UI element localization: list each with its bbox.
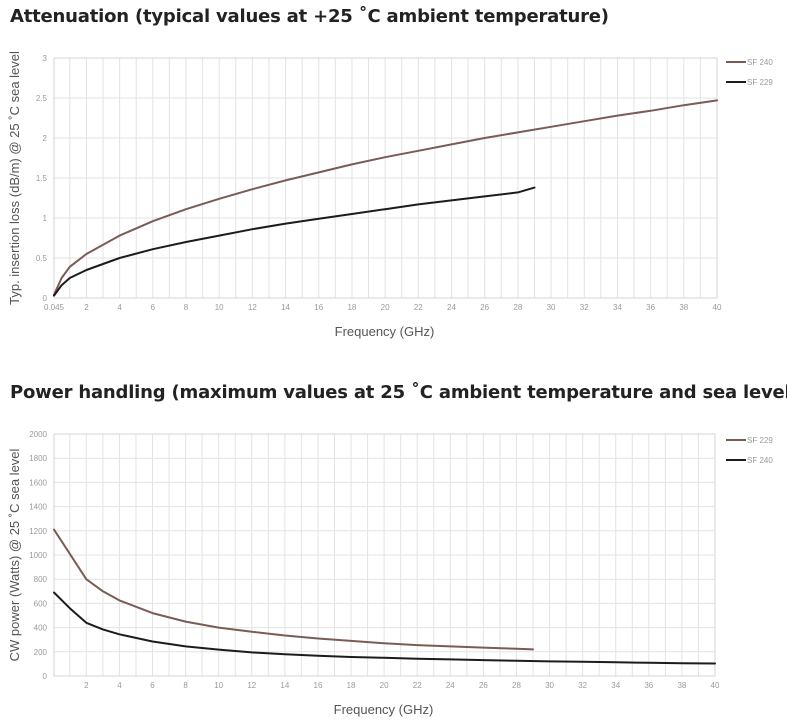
power-y-tick-label: 0	[43, 672, 48, 681]
power-y-tick-label: 1200	[29, 527, 47, 536]
attenuation-x-tick-label: 10	[215, 303, 224, 312]
power-y-tick-label: 200	[34, 648, 48, 657]
attenuation-x-tick-label: 6	[151, 303, 156, 312]
attenuation-y-tick-label: 3	[43, 54, 48, 63]
power-y-tick-label: 1000	[29, 551, 47, 560]
attenuation-chart: 00.511.522.530.045 2 4 6 8 10 12 14 16 18 20 22 24 26…	[7, 51, 773, 339]
attenuation-x-tick-label: 40	[713, 303, 722, 312]
attenuation-x-axis-label: Frequency (GHz)	[335, 324, 435, 339]
power-x-tick-label: 14	[280, 681, 289, 690]
attenuation-x-tick-label: 26	[480, 303, 489, 312]
power-y-tick-label: 600	[34, 599, 48, 608]
power-legend-label-2: SF 240	[747, 456, 773, 465]
power-x-tick-label: 40	[711, 681, 720, 690]
power-x-tick-label: 12	[247, 681, 256, 690]
power-x-tick-label: 2	[84, 681, 89, 690]
attenuation-x-tick-label: 8	[184, 303, 189, 312]
attenuation-x-tick-label: 32	[580, 303, 589, 312]
power-x-tick-label: 10	[214, 681, 223, 690]
power-x-tick-label: 34	[611, 681, 620, 690]
attenuation-x-tick-label: 14	[281, 303, 290, 312]
power-x-tick-label: 20	[380, 681, 389, 690]
attenuation-series-line-1	[53, 99, 718, 296]
attenuation-x-tick-label: 36	[646, 303, 655, 312]
power-x-tick-label: 4	[117, 681, 122, 690]
attenuation-x-tick-label: 22	[414, 303, 423, 312]
power-x-axis-label: Frequency (GHz)	[334, 702, 434, 717]
power-series-line-1	[53, 528, 534, 651]
attenuation-y-tick-label: 2	[43, 134, 48, 143]
attenuation-grid	[53, 57, 718, 299]
attenuation-x-tick-label: 18	[347, 303, 356, 312]
attenuation-x-tick-label: 12	[248, 303, 257, 312]
power-x-tick-label: 6	[150, 681, 155, 690]
attenuation-x-tick-label: 16	[314, 303, 323, 312]
attenuation-y-tick-label: 1	[43, 214, 48, 223]
power-x-tick-label: 32	[578, 681, 587, 690]
attenuation-x-tick-label: 0.045	[44, 303, 65, 312]
attenuation-y-tick-label: 0	[43, 294, 48, 303]
power-plot-frame	[53, 433, 716, 677]
attenuation-y-tick-label: 1.5	[36, 174, 48, 183]
power-x-tick-label: 16	[314, 681, 323, 690]
attenuation-x-tick-label: 30	[547, 303, 556, 312]
attenuation-x-tick-label: 24	[447, 303, 456, 312]
power-x-tick-label: 24	[446, 681, 455, 690]
power-x-tick-label: 28	[512, 681, 521, 690]
attenuation-x-tick-label: 34	[613, 303, 622, 312]
power-legend-label-1: SF 229	[747, 436, 773, 445]
power-y-axis-label: CW power (Watts) @ 25 ˚C sea level	[7, 448, 22, 661]
attenuation-x-tick-label: 38	[679, 303, 688, 312]
power-y-tick-label: 400	[34, 624, 48, 633]
power-y-tick-label: 1800	[29, 454, 47, 463]
attenuation-y-tick-label: 2.5	[36, 94, 48, 103]
power-x-tick-label: 22	[413, 681, 422, 690]
attenuation-x-tick-label: 20	[381, 303, 390, 312]
power-grid	[53, 433, 716, 677]
attenuation-legend-label-1: SF 240	[747, 58, 773, 67]
power-x-tick-label: 26	[479, 681, 488, 690]
attenuation-series-line-2	[53, 186, 536, 297]
attenuation-y-tick-label: 0.5	[36, 254, 48, 263]
power-x-tick-label: 36	[644, 681, 653, 690]
attenuation-x-tick-label: 4	[117, 303, 122, 312]
attenuation-x-tick-label: 28	[513, 303, 522, 312]
attenuation-chart-title: Attenuation (typical values at +25 ˚C am…	[10, 6, 609, 27]
power-y-tick-label: 1400	[29, 503, 47, 512]
power-x-tick-label: 38	[677, 681, 686, 690]
power-series-line-2	[53, 591, 716, 665]
power-x-tick-label: 18	[347, 681, 356, 690]
power-y-tick-label: 2000	[29, 430, 47, 439]
power-y-tick-label: 1600	[29, 478, 47, 487]
power-x-tick-label: 30	[545, 681, 554, 690]
attenuation-y-axis-label: Typ. insertion loss (dB/m) @ 25 ˚C sea l…	[7, 51, 22, 305]
attenuation-plot-frame	[53, 57, 718, 299]
attenuation-legend-label-2: SF 229	[747, 78, 773, 87]
power-x-tick-label: 8	[183, 681, 188, 690]
attenuation-x-tick-label: 2	[84, 303, 89, 312]
power-y-tick-label: 800	[34, 575, 48, 584]
power-handling-chart-title: Power handling (maximum values at 25 ˚C …	[10, 382, 787, 403]
